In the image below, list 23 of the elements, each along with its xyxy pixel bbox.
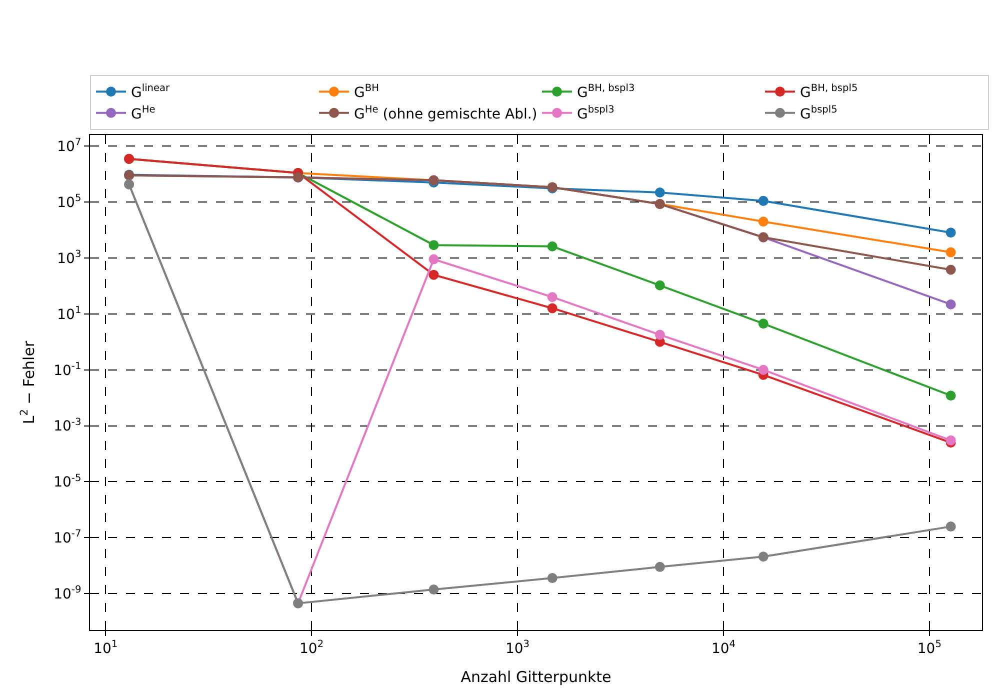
y-tick-label: 10$^{-5}$ <box>54 472 82 491</box>
y-tick-label: 10$^{-9}$ <box>54 584 82 603</box>
y-tick-label: 10$^{1}$ <box>57 304 82 323</box>
x-tick-label: 10$^{4}$ <box>711 638 736 657</box>
x-tick-label: 10$^{3}$ <box>505 638 530 657</box>
legend-label: G$^{BH, bspl3}$ <box>577 83 635 102</box>
legend-label: G$^{He}$ (ohne gemischte Abl.) <box>354 104 538 122</box>
x-tick-label: 10$^{5}$ <box>917 638 942 657</box>
legend-label: G$^{bspl3}$ <box>577 104 614 122</box>
legend-label: G$^{linear}$ <box>131 83 171 102</box>
legend-label: G$^{He}$ <box>131 104 156 122</box>
y-tick-label: 10$^{-7}$ <box>54 528 82 547</box>
y-tick-label: 10$^{3}$ <box>57 249 82 267</box>
x-axis-title: Anzahl Gitterpunkte <box>460 668 612 686</box>
y-tick-label: 10$^{5}$ <box>57 193 82 211</box>
y-tick-label: 10$^{7}$ <box>57 137 82 156</box>
legend-label: G$^{bspl5}$ <box>800 104 838 122</box>
legend-label: G$^{BH, bspl5}$ <box>800 83 858 102</box>
x-tick-label: 10$^{2}$ <box>300 638 324 657</box>
legend-label: G$^{BH}$ <box>354 83 379 102</box>
x-tick-label: 10$^{1}$ <box>94 638 118 657</box>
y-tick-label: 10$^{-1}$ <box>54 360 82 379</box>
y-tick-label: 10$^{-3}$ <box>54 416 82 435</box>
